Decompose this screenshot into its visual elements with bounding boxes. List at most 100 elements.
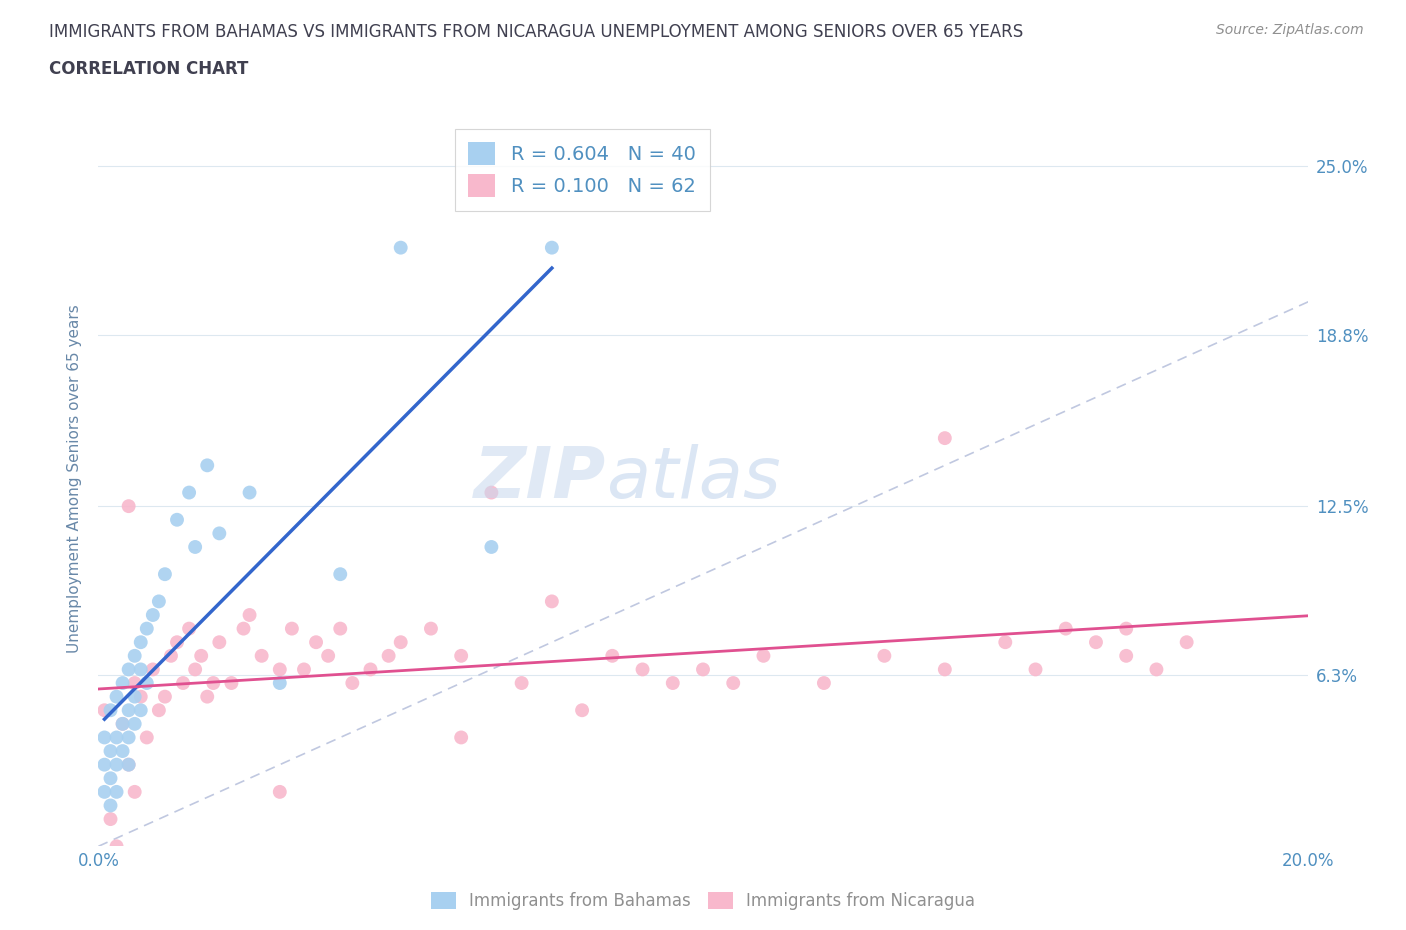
Point (124, 648, 146, 663)
Point (329, 621, 352, 636)
Point (100, 771, 122, 786)
Point (129, 689, 152, 704)
Point (105, 784, 128, 799)
Point (93, 730, 115, 745)
Point (269, 662, 291, 677)
Point (93, 757, 115, 772)
Text: CORRELATION CHART: CORRELATION CHART (49, 60, 249, 78)
Point (934, 662, 956, 677)
Point (450, 730, 472, 745)
Point (571, 703, 593, 718)
Point (540, 594, 562, 609)
Point (184, 539, 207, 554)
Legend: R = 0.604   N = 40, R = 0.100   N = 62: R = 0.604 N = 40, R = 0.100 N = 62 (454, 128, 710, 210)
Point (239, 485, 262, 500)
Text: atlas: atlas (606, 445, 780, 513)
Text: IMMIGRANTS FROM BAHAMAS VS IMMIGRANTS FROM NICARAGUA UNEMPLOYMENT AMONG SENIORS : IMMIGRANTS FROM BAHAMAS VS IMMIGRANTS FR… (49, 23, 1024, 41)
Text: Source: ZipAtlas.com: Source: ZipAtlas.com (1216, 23, 1364, 37)
Point (329, 566, 352, 581)
Point (661, 675, 683, 690)
Point (105, 757, 128, 772)
Point (269, 675, 291, 690)
Point (450, 648, 472, 663)
Point (153, 689, 176, 704)
Point (281, 621, 304, 636)
Point (166, 512, 188, 527)
Point (142, 607, 165, 622)
Point (873, 648, 896, 663)
Point (148, 703, 170, 718)
Point (208, 526, 231, 541)
Point (129, 703, 152, 718)
Point (1054, 621, 1077, 636)
Point (305, 635, 328, 650)
Point (124, 716, 146, 731)
Point (342, 675, 364, 690)
Y-axis label: Unemployment Among Seniors over 65 years: Unemployment Among Seniors over 65 years (66, 305, 82, 653)
Point (118, 757, 141, 772)
Point (316, 648, 339, 663)
Point (377, 648, 399, 663)
Text: ZIP: ZIP (474, 445, 606, 513)
Point (124, 675, 146, 690)
Point (135, 730, 157, 745)
Point (752, 648, 775, 663)
Point (153, 566, 176, 581)
Point (481, 485, 503, 500)
Point (1144, 662, 1167, 677)
Point (93, 703, 115, 718)
Point (239, 607, 262, 622)
Point (934, 431, 956, 445)
Point (124, 689, 146, 704)
Point (142, 662, 165, 677)
Legend: Immigrants from Bahamas, Immigrants from Nicaragua: Immigrants from Bahamas, Immigrants from… (425, 885, 981, 917)
Point (179, 485, 201, 500)
Point (1115, 621, 1137, 636)
Point (190, 648, 212, 663)
Point (100, 798, 122, 813)
Point (166, 635, 188, 650)
Point (292, 662, 315, 677)
Point (105, 689, 128, 704)
Point (105, 839, 128, 854)
Point (1024, 662, 1046, 677)
Point (389, 240, 412, 255)
Point (118, 703, 141, 718)
Point (118, 757, 141, 772)
Point (250, 648, 273, 663)
Point (111, 716, 134, 731)
Point (135, 675, 157, 690)
Point (100, 744, 122, 759)
Point (160, 648, 183, 663)
Point (118, 662, 141, 677)
Point (111, 744, 134, 759)
Point (100, 703, 122, 718)
Point (118, 498, 141, 513)
Point (389, 635, 412, 650)
Point (93, 784, 115, 799)
Point (692, 662, 714, 677)
Point (269, 784, 291, 799)
Point (135, 621, 157, 636)
Point (179, 621, 201, 636)
Point (221, 675, 243, 690)
Point (1175, 635, 1198, 650)
Point (172, 675, 194, 690)
Point (510, 675, 533, 690)
Point (1085, 635, 1108, 650)
Point (129, 635, 152, 650)
Point (118, 730, 141, 745)
Point (195, 689, 218, 704)
Point (540, 240, 562, 255)
Point (148, 594, 170, 609)
Point (232, 621, 254, 636)
Point (481, 539, 503, 554)
Point (420, 621, 443, 636)
Point (111, 675, 134, 690)
Point (124, 784, 146, 799)
Point (813, 675, 835, 690)
Point (631, 662, 654, 677)
Point (184, 662, 207, 677)
Point (602, 648, 624, 663)
Point (202, 675, 225, 690)
